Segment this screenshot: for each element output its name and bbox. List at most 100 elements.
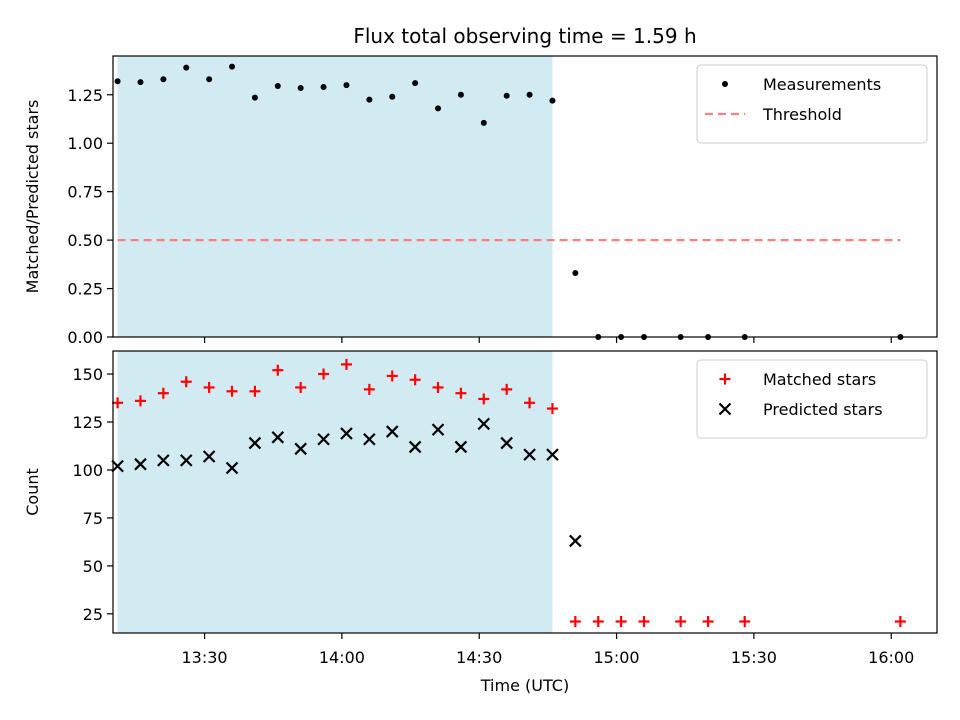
counts-point-1-2-b [157, 454, 170, 467]
ratio-point-0-20 [572, 270, 579, 277]
ratio-point-0-6 [251, 94, 258, 101]
xtick-label-0: 13:30 [182, 648, 228, 667]
counts-point-1-0 [111, 459, 124, 473]
counts-point-0-13 [409, 374, 421, 386]
counts-point-1-1 [134, 457, 147, 471]
ratio-ytick-label-3: 0.75 [67, 183, 103, 202]
counts-point-0-26 [739, 615, 751, 627]
counts-point-1-10-b [340, 427, 353, 440]
counts-point-1-5 [225, 461, 239, 475]
counts-point-0-10 [340, 358, 352, 370]
counts-series-0 [112, 358, 906, 627]
ratio-ytick-label-1: 0.25 [67, 280, 103, 299]
counts-point-1-16-b [477, 417, 491, 431]
ratio-point-0-10 [343, 82, 350, 89]
xtick-label-4: 15:30 [731, 648, 777, 667]
ratio-point-0-12 [389, 93, 396, 100]
ratio-point-0-16 [480, 119, 487, 126]
counts-ytick-label-5: 150 [72, 365, 103, 384]
ratio-point-0-0 [114, 78, 121, 85]
counts-ytick-label-0: 25 [83, 605, 103, 624]
counts-point-1-4 [202, 450, 216, 463]
xtick-label-5: 16:00 [868, 648, 914, 667]
counts-point-0-16 [478, 393, 490, 405]
ratio-observing-span [117, 56, 553, 337]
ratio-axes-frame [112, 55, 938, 338]
counts-point-1-14-b [431, 423, 445, 436]
counts-point-1-11-b [363, 432, 376, 446]
ratio-point-0-15 [457, 91, 464, 98]
counts-point-0-3 [180, 376, 192, 388]
counts-point-1-10 [340, 427, 353, 440]
counts-point-1-14 [431, 423, 445, 436]
ratio-point-0-19 [549, 97, 556, 104]
xtick-label-3: 15:00 [594, 648, 640, 667]
ratio-y-axis-title: Matched/Predicted stars [23, 100, 42, 294]
counts-legend-marker-1 [718, 402, 732, 416]
counts-ytick-label-4: 125 [72, 413, 103, 432]
ratio-point-0-3 [183, 64, 190, 71]
counts-point-0-18 [524, 397, 536, 409]
counts-point-1-18 [523, 448, 536, 461]
ratio-ytick-label-2: 0.50 [67, 231, 103, 250]
ratio-panel: 0.00 0.25 0.50 0.75 1.00 1.25 Matched/Predicte… [23, 55, 938, 347]
counts-observing-span [117, 351, 553, 633]
ratio-point-0-13 [412, 80, 419, 87]
xtick-label-2: 14:30 [456, 648, 502, 667]
ratio-point-0-9 [320, 84, 327, 91]
counts-point-0-1 [134, 395, 146, 407]
counts-y-axis-title: Count [23, 468, 42, 516]
counts-point-1-18-b [523, 448, 536, 461]
x-axis-title: Time (UTC) [480, 676, 569, 695]
counts-point-1-6 [248, 436, 262, 450]
ratio-point-0-8 [297, 84, 304, 91]
counts-point-0-20 [569, 615, 581, 627]
ratio-legend-label-0: Measurements [763, 75, 881, 94]
counts-point-1-12-b [385, 425, 399, 438]
ratio-point-0-17 [503, 92, 510, 99]
counts-point-0-4 [203, 381, 215, 393]
counts-legend-marker-1-b [718, 402, 732, 416]
counts-point-1-13 [408, 440, 422, 454]
ratio-legend: Measurements Threshold [696, 64, 928, 144]
ratio-legend-marker-0 [722, 81, 728, 87]
ratio-point-0-1 [137, 79, 144, 86]
counts-ytick-label-1: 50 [83, 557, 103, 576]
counts-point-0-22 [615, 615, 627, 627]
counts-point-0-17 [501, 383, 513, 395]
ratio-point-0-18 [526, 91, 533, 98]
counts-point-1-20-b [569, 534, 582, 548]
counts-point-1-8 [294, 442, 307, 456]
counts-legend-label-1: Predicted stars [763, 400, 883, 419]
counts-point-0-21 [592, 615, 604, 627]
counts-point-0-14 [432, 381, 444, 393]
counts-legend-marker-0 [719, 373, 731, 385]
counts-point-0-24 [675, 615, 687, 627]
counts-axes-frame [112, 350, 938, 634]
counts-point-1-9-b [317, 432, 330, 446]
counts-point-0-5 [226, 385, 238, 397]
counts-point-1-11 [363, 432, 376, 446]
counts-point-1-0-b [111, 459, 124, 473]
ratio-point-0-5 [229, 63, 236, 70]
xtick-label-1: 14:00 [319, 648, 365, 667]
ratio-point-0-2 [160, 76, 167, 83]
counts-ytick-label-3: 100 [72, 461, 103, 480]
counts-point-0-0 [112, 397, 124, 409]
counts-point-1-3 [179, 454, 193, 467]
counts-point-1-12 [385, 425, 399, 438]
counts-point-1-7-b [271, 431, 285, 444]
counts-point-0-23 [638, 615, 650, 627]
counts-point-1-15 [454, 440, 468, 454]
counts-legend-label-0: Matched stars [763, 370, 876, 389]
counts-point-0-6 [249, 385, 261, 397]
counts-point-1-2 [157, 454, 170, 467]
counts-legend: Matched stars Predicted stars [696, 359, 928, 439]
ratio-point-0-7 [274, 83, 281, 90]
ratio-ytick-label-0: 0.00 [67, 328, 103, 347]
ratio-point-0-4 [206, 76, 213, 83]
ratio-point-0-11 [366, 96, 373, 103]
counts-point-0-2 [157, 387, 169, 399]
counts-point-0-8 [295, 381, 307, 393]
